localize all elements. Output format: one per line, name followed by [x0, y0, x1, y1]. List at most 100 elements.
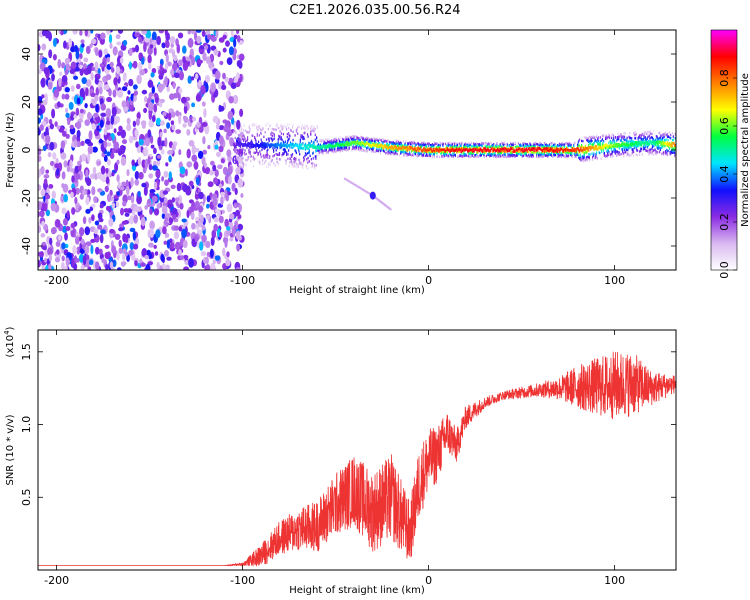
- signal-cell: [262, 146, 264, 150]
- spectrogram-x-tick-label: 100: [604, 274, 625, 287]
- noise-blob: [38, 259, 41, 268]
- noise-blob: [166, 256, 172, 261]
- noise-blob: [122, 253, 126, 261]
- signal-cell: [525, 143, 527, 146]
- signal-cell: [564, 151, 566, 154]
- noise-blob: [140, 216, 146, 227]
- spectrogram-x-tick-label: -100: [230, 274, 255, 287]
- signal-cell: [548, 151, 550, 154]
- signal-cell: [662, 133, 664, 136]
- signal-core: [471, 148, 473, 151]
- signal-cell: [276, 160, 279, 164]
- signal-cell: [512, 146, 514, 149]
- signal-cell: [342, 144, 344, 148]
- signal-core: [347, 143, 350, 147]
- noise-blob: [97, 33, 101, 39]
- noise-blob: [213, 49, 219, 56]
- signal-cell: [301, 135, 303, 139]
- signal-cell: [617, 152, 619, 156]
- signal-cell: [588, 143, 590, 147]
- signal-cell: [649, 150, 651, 153]
- signal-cell: [244, 137, 246, 140]
- noise-blob: [40, 77, 46, 88]
- signal-cell: [414, 144, 417, 147]
- signal-core: [267, 142, 269, 145]
- noise-blob: [98, 86, 103, 95]
- signal-cell: [537, 143, 539, 146]
- signal-cell: [458, 145, 460, 148]
- signal-cell: [263, 147, 266, 150]
- signal-cell: [320, 147, 322, 150]
- noise-blob: [175, 129, 182, 135]
- signal-core: [614, 143, 616, 146]
- signal-cell: [616, 136, 618, 139]
- signal-cell: [352, 135, 354, 138]
- signal-cell: [452, 152, 454, 155]
- signal-cell: [390, 152, 392, 155]
- noise-blob: [61, 255, 65, 262]
- signal-cell: [606, 136, 608, 139]
- signal-cell: [516, 145, 518, 148]
- signal-cell: [539, 153, 542, 156]
- signal-cell: [352, 147, 354, 150]
- signal-cell: [524, 152, 526, 155]
- signal-cell: [570, 153, 572, 157]
- noise-blob: [101, 257, 106, 264]
- noise-blob: [126, 195, 133, 201]
- signal-core: [397, 148, 399, 151]
- signal-cell: [539, 141, 542, 145]
- noise-blob: [84, 119, 90, 126]
- signal-cell: [653, 149, 655, 152]
- signal-cell: [619, 135, 621, 138]
- signal-cell: [440, 152, 442, 155]
- signal-cell: [621, 137, 623, 140]
- signal-cell: [631, 151, 633, 155]
- signal-cell: [467, 144, 469, 147]
- signal-cell: [296, 128, 298, 131]
- noise-blob: [143, 107, 148, 113]
- noise-blob: [173, 72, 180, 79]
- noise-blob: [168, 171, 172, 181]
- signal-cell: [560, 152, 562, 155]
- noise-blob: [202, 149, 207, 155]
- signal-cell: [461, 154, 463, 158]
- noise-blob: [199, 241, 204, 251]
- noise-blob: [164, 137, 168, 148]
- signal-cell: [613, 141, 615, 145]
- signal-cell: [456, 143, 458, 147]
- signal-cell: [482, 152, 484, 155]
- signal-cell: [321, 145, 323, 148]
- signal-cell: [595, 155, 597, 158]
- signal-cell: [634, 134, 636, 137]
- noise-blob: [109, 42, 113, 49]
- signal-core: [255, 142, 257, 145]
- signal-cell: [395, 152, 397, 155]
- signal-cell: [521, 150, 523, 154]
- noise-blob: [81, 153, 86, 162]
- signal-cell: [317, 147, 320, 150]
- noise-blob: [233, 34, 238, 40]
- signal-cell: [303, 126, 305, 130]
- signal-core: [460, 150, 462, 153]
- noise-blob: [106, 96, 113, 103]
- noise-blob: [138, 171, 144, 180]
- noise-blob: [86, 177, 92, 187]
- noise-blob: [160, 120, 165, 126]
- signal-cell: [266, 153, 268, 156]
- noise-blob: [72, 30, 78, 35]
- noise-blob: [222, 47, 227, 53]
- signal-core: [312, 146, 315, 149]
- noise-blob: [151, 115, 156, 123]
- noise-blob: [41, 94, 45, 99]
- signal-core: [313, 144, 315, 148]
- signal-cell: [582, 151, 585, 154]
- signal-cell: [485, 141, 488, 145]
- signal-cell: [442, 153, 445, 156]
- noise-blob: [95, 261, 100, 270]
- signal-cell: [652, 138, 654, 141]
- noise-blob: [122, 73, 127, 82]
- signal-cell: [404, 142, 406, 145]
- signal-cell: [247, 131, 249, 134]
- signal-cell: [638, 136, 640, 139]
- noise-blob: [65, 112, 70, 119]
